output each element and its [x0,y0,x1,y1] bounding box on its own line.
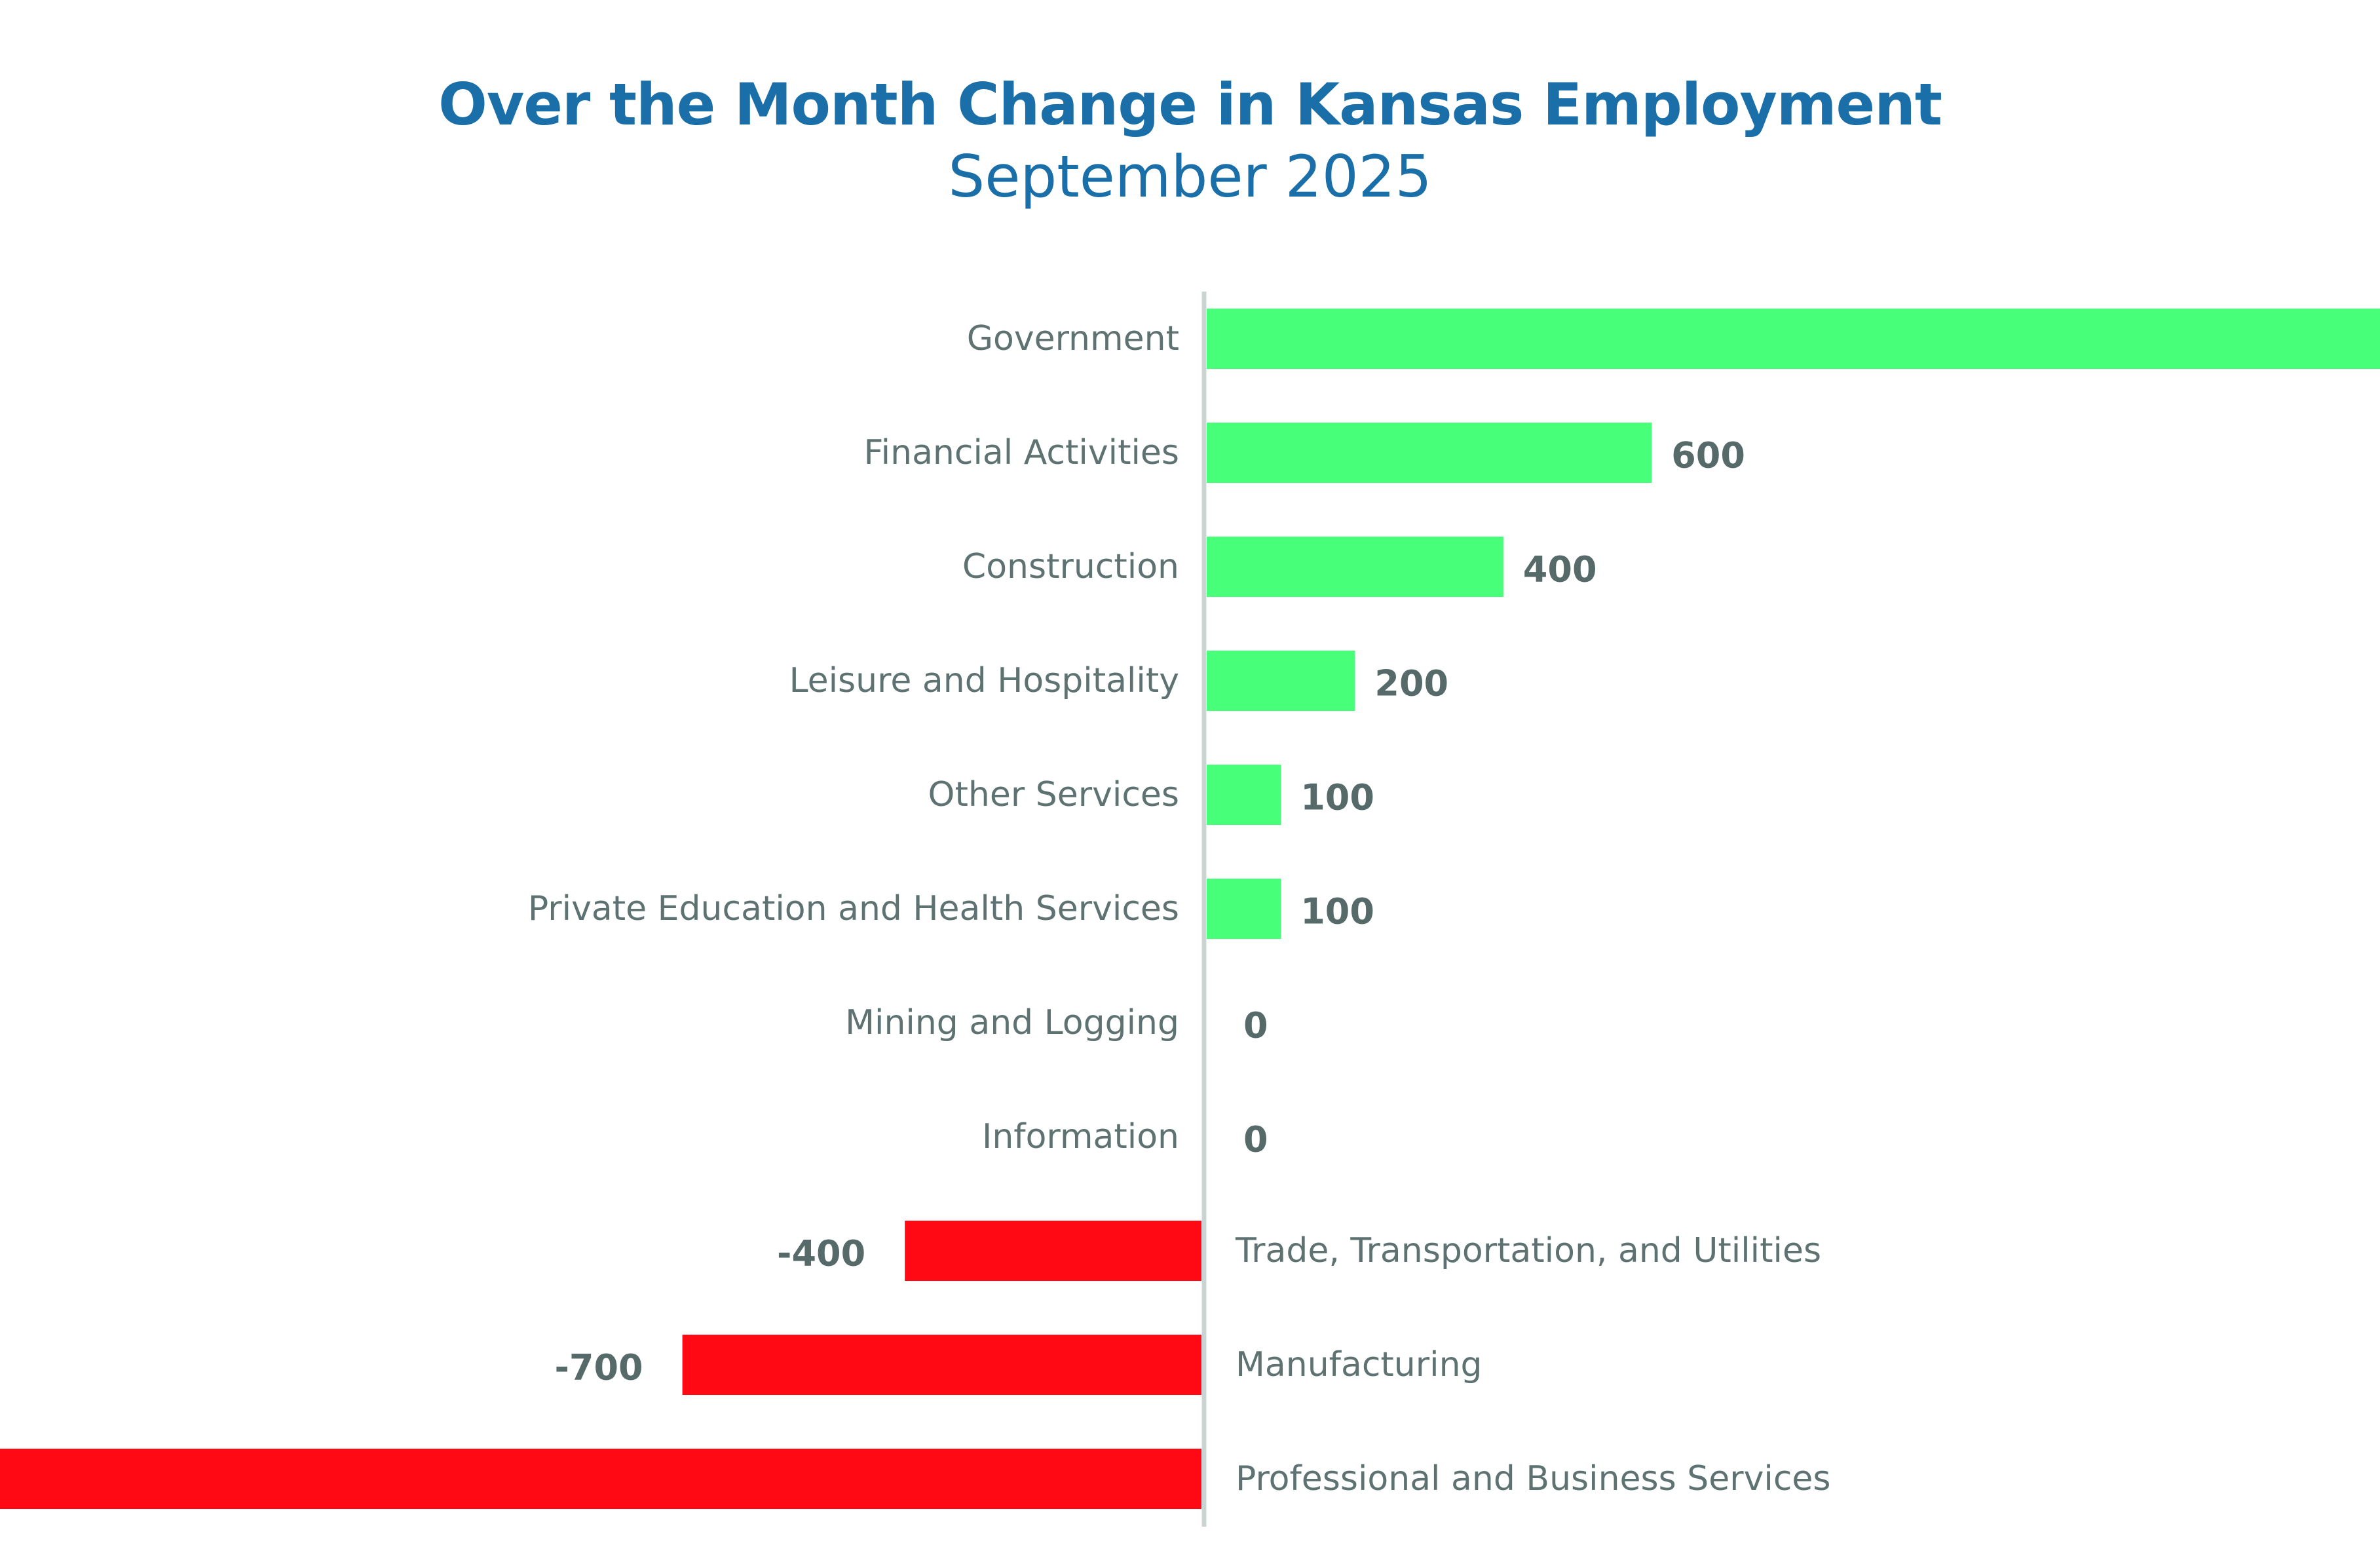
value-label-construction: 400 [1523,549,1597,590]
category-label-mining-and-logging: Mining and Logging [845,1003,1179,1042]
value-label-other-services: 100 [1300,777,1374,818]
category-label-manufacturing: Manufacturing [1236,1345,1483,1384]
category-label-information: Information [982,1117,1179,1156]
category-label-professional-and-business-services: Professional and Business Services [1236,1459,1831,1498]
bar-government [1207,309,2380,369]
category-label-other-services: Other Services [928,775,1179,814]
value-label-private-education-and-health-services: 100 [1300,891,1374,932]
category-label-government: Government [967,319,1179,358]
category-label-trade-transportation-and-utilities: Trade, Transportation, and Utilities [1235,1231,1821,1270]
value-label-mining-and-logging: 0 [1243,1005,1268,1046]
chart-subtitle: September 2025 [948,143,1432,210]
chart-title: Over the Month Change in Kansas Employme… [438,71,1942,138]
bar-other-services [1207,765,1281,825]
bar-professional-and-business-services [0,1449,1202,1509]
bar-construction [1207,537,1503,597]
bar-private-education-and-health-services [1207,879,1281,939]
bar-manufacturing [682,1335,1201,1395]
bar-financial-activities [1207,423,1652,483]
category-label-financial-activities: Financial Activities [864,433,1179,472]
value-label-trade-transportation-and-utilities: -400 [777,1233,865,1274]
category-label-construction: Construction [962,547,1179,586]
bars-layer [0,309,2380,1509]
bar-leisure-and-hospitality [1207,651,1355,711]
labels-layer: Government1,700Financial Activities600Co… [528,319,1831,1498]
bar-trade-transportation-and-utilities [905,1221,1201,1281]
value-label-information: 0 [1243,1119,1268,1160]
category-label-private-education-and-health-services: Private Education and Health Services [528,889,1179,928]
category-label-leisure-and-hospitality: Leisure and Hospitality [789,661,1179,700]
value-label-leisure-and-hospitality: 200 [1374,663,1448,704]
value-label-manufacturing: -700 [554,1347,643,1388]
value-label-financial-activities: 600 [1671,435,1745,476]
